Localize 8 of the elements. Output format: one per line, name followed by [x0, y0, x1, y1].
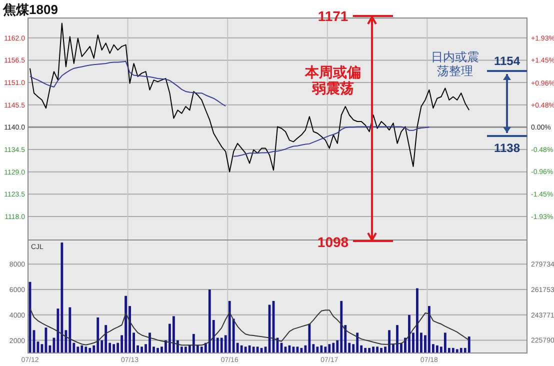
annotation: 1138: [494, 141, 520, 155]
annotation: 1098: [317, 234, 349, 250]
annotation: 1154: [494, 54, 520, 68]
annotation: 1171: [318, 8, 348, 24]
line-series: [29, 308, 470, 346]
annotation: 本周或偏弱震荡: [304, 64, 361, 96]
annotation: 日内或震荡整理: [431, 50, 479, 78]
chart-title: 焦煤1809: [2, 2, 58, 17]
